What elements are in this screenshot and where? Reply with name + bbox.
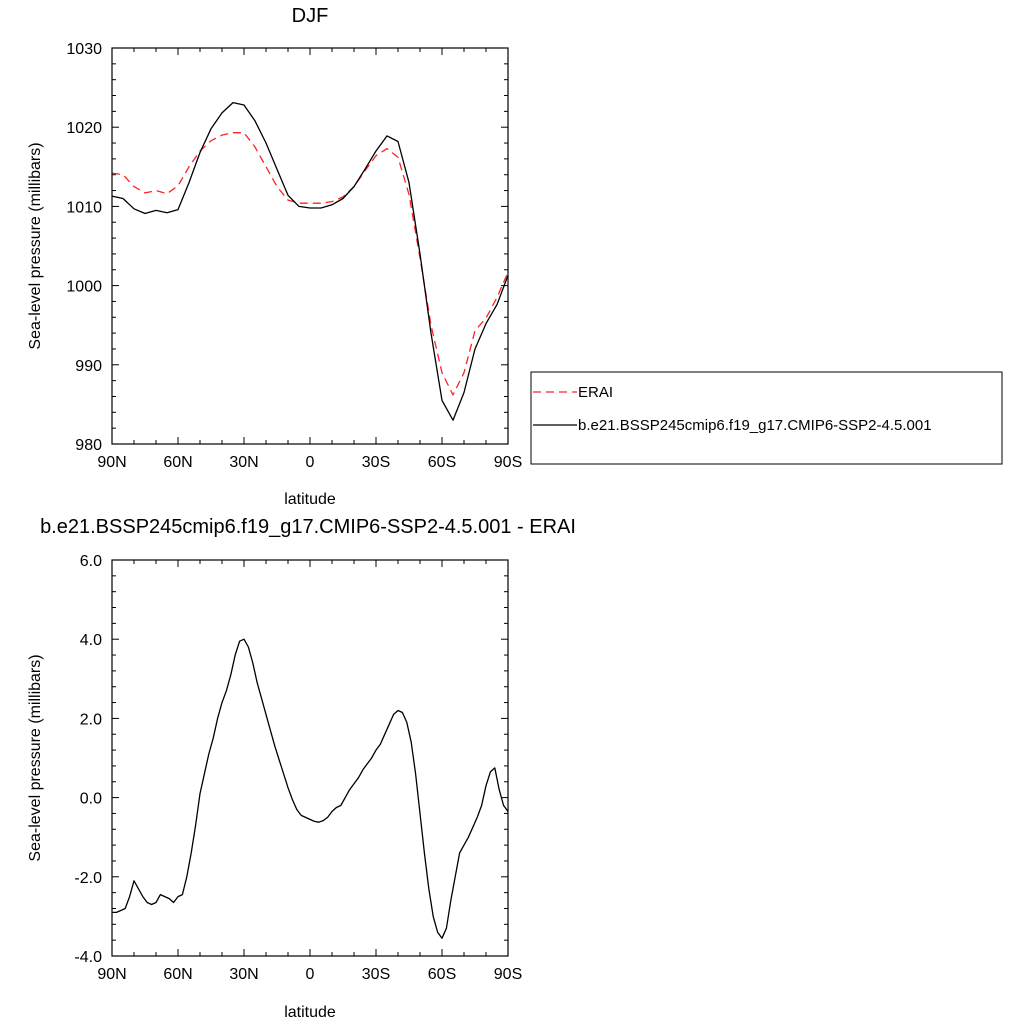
y-tick-label: 0.0 [80, 791, 102, 808]
x-tick-label: 60S [428, 454, 456, 471]
top-series [111, 101, 509, 421]
y-tick-label: 6.0 [80, 553, 102, 570]
x-tick-label: 90S [494, 966, 522, 983]
legend-erai-label: ERAI [578, 384, 613, 401]
top-plot-frame [111, 47, 509, 445]
y-tick-label: 1030 [66, 41, 102, 58]
x-tick-label: 30N [229, 966, 258, 983]
top-y-axis-label: Sea-level pressure (millibars) [27, 142, 44, 349]
bottom-plot-frame [111, 559, 509, 957]
x-tick-label: 90N [97, 454, 126, 471]
x-tick-label: 30S [362, 454, 390, 471]
top-series-line-model [111, 101, 509, 421]
y-tick-label: 980 [75, 437, 102, 454]
bottom-series [112, 638, 509, 939]
bottom-series-line-model [112, 638, 509, 939]
y-tick-label: -2.0 [74, 870, 102, 887]
y-tick-label: -4.0 [74, 949, 102, 966]
bottom-chart-title: b.e21.BSSP245cmip6.f19_g17.CMIP6-SSP2-4.… [40, 516, 576, 538]
top-ticks: 90N 60N 30N 0 30S 60S 90S 980 990 1000 1010 1020 103… [66, 41, 522, 471]
x-tick-label: 90N [97, 966, 126, 983]
legend: ERAI b.e21.BSSP245cmip6.f19_g17.CMIP6-SS… [530, 371, 1003, 465]
top-series-line-erai [111, 132, 509, 396]
y-tick-label: 990 [75, 358, 102, 375]
x-tick-label: 90S [494, 454, 522, 471]
legend-box [530, 371, 1003, 465]
top-chart-title: DJF [292, 5, 329, 27]
y-tick-label: 1020 [66, 120, 102, 137]
bottom-ticks: 90N 60N 30N 0 30S 60S 90S -4.0 -2.0 0.0 2.0 4.0 6.0 [74, 553, 522, 983]
bottom-y-axis-label: Sea-level pressure (millibars) [27, 654, 44, 861]
y-tick-label: 4.0 [80, 632, 102, 649]
x-tick-label: 0 [306, 966, 315, 983]
bottom-x-axis-label: latitude [284, 1004, 336, 1021]
legend-model-label: b.e21.BSSP245cmip6.f19_g17.CMIP6-SSP2-4.… [578, 417, 932, 434]
x-tick-label: 0 [306, 454, 315, 471]
top-panel: DJF 90N 60N 30N 0 30S 60S 90S 980 990 1000 1010 102… [27, 5, 522, 508]
bottom-panel: b.e21.BSSP245cmip6.f19_g17.CMIP6-SSP2-4.… [27, 516, 576, 1021]
top-x-axis-label: latitude [284, 491, 336, 508]
x-tick-label: 30N [229, 454, 258, 471]
x-tick-label: 60N [163, 966, 192, 983]
x-tick-label: 60S [428, 966, 456, 983]
y-tick-label: 2.0 [80, 711, 102, 728]
y-tick-label: 1000 [66, 279, 102, 296]
y-tick-label: 1010 [66, 199, 102, 216]
x-tick-label: 30S [362, 966, 390, 983]
x-tick-label: 60N [163, 454, 192, 471]
